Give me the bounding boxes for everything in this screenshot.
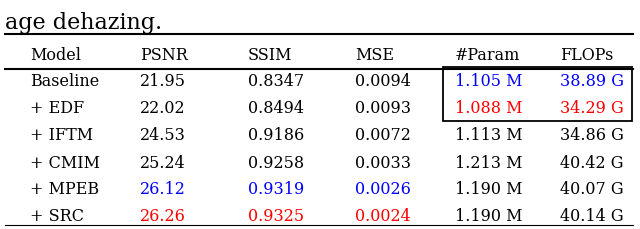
Text: + SRC: + SRC <box>30 208 84 224</box>
Text: + MPEB: + MPEB <box>30 181 99 198</box>
Text: 24.53: 24.53 <box>140 127 186 144</box>
Text: 1.190 M: 1.190 M <box>455 208 522 224</box>
Text: 0.0024: 0.0024 <box>355 208 411 224</box>
Text: 21.95: 21.95 <box>140 73 186 90</box>
Text: 1.113 M: 1.113 M <box>455 127 523 144</box>
Text: 0.0094: 0.0094 <box>355 73 411 90</box>
Text: 0.0026: 0.0026 <box>355 181 411 198</box>
Text: 0.0093: 0.0093 <box>355 100 411 117</box>
Text: 22.02: 22.02 <box>140 100 186 117</box>
Text: 40.14 G: 40.14 G <box>560 208 623 224</box>
Text: 1.190 M: 1.190 M <box>455 181 522 198</box>
Text: 40.42 G: 40.42 G <box>560 154 623 171</box>
Text: MSE: MSE <box>355 46 394 63</box>
Text: 0.9258: 0.9258 <box>248 154 304 171</box>
Text: Model: Model <box>30 46 81 63</box>
Text: 0.8347: 0.8347 <box>248 73 304 90</box>
Text: #Param: #Param <box>455 46 520 63</box>
Text: 1.213 M: 1.213 M <box>455 154 522 171</box>
Text: 0.0033: 0.0033 <box>355 154 411 171</box>
Text: 1.105 M: 1.105 M <box>455 73 522 90</box>
Text: 26.26: 26.26 <box>140 208 186 224</box>
Text: 38.89 G: 38.89 G <box>560 73 624 90</box>
Text: + IFTM: + IFTM <box>30 127 93 144</box>
Text: 34.86 G: 34.86 G <box>560 127 624 144</box>
Text: + CMIM: + CMIM <box>30 154 100 171</box>
Text: 26.12: 26.12 <box>140 181 186 198</box>
Text: SSIM: SSIM <box>248 46 292 63</box>
Text: 40.07 G: 40.07 G <box>560 181 623 198</box>
Text: 25.24: 25.24 <box>140 154 186 171</box>
Text: FLOPs: FLOPs <box>560 46 613 63</box>
Text: 1.088 M: 1.088 M <box>455 100 522 117</box>
Text: age dehazing.: age dehazing. <box>5 12 162 34</box>
Text: 0.8494: 0.8494 <box>248 100 304 117</box>
Text: Baseline: Baseline <box>30 73 99 90</box>
Text: 0.9186: 0.9186 <box>248 127 304 144</box>
Text: 34.29 G: 34.29 G <box>560 100 624 117</box>
Text: + EDF: + EDF <box>30 100 84 117</box>
Text: 0.9325: 0.9325 <box>248 208 304 224</box>
Bar <box>443 68 632 121</box>
Text: 0.0072: 0.0072 <box>355 127 411 144</box>
Text: 0.9319: 0.9319 <box>248 181 304 198</box>
Text: PSNR: PSNR <box>140 46 188 63</box>
